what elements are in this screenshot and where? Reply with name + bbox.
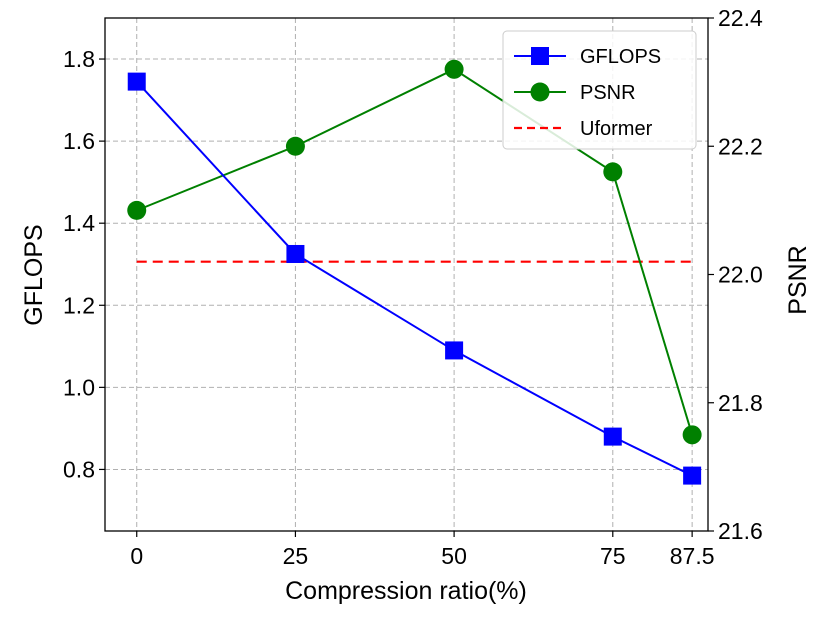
right-y-tick-label: 22.4 bbox=[718, 5, 763, 31]
right-y-tick-label: 22.0 bbox=[718, 262, 763, 288]
psnr-point bbox=[285, 136, 305, 156]
psnr-point bbox=[444, 59, 464, 79]
left-y-tick-label: 1.2 bbox=[63, 292, 95, 318]
x-axis-title: Compression ratio(%) bbox=[285, 577, 527, 605]
x-tick-label: 25 bbox=[283, 543, 309, 569]
legend-box bbox=[502, 30, 697, 150]
right-y-axis-title: PSNR bbox=[784, 245, 812, 314]
x-tick-label: 0 bbox=[130, 543, 143, 569]
left-y-tick-label: 1.8 bbox=[63, 46, 95, 72]
right-y-tick-label: 21.6 bbox=[718, 518, 763, 544]
x-tick-label: 50 bbox=[441, 543, 467, 569]
psnr-point bbox=[603, 162, 623, 182]
legend: GFLOPS PSNR Uformer bbox=[502, 30, 697, 150]
legend-label-uformer: Uformer bbox=[580, 118, 653, 140]
legend-label-gflops: GFLOPS bbox=[580, 46, 661, 68]
psnr-point bbox=[682, 425, 702, 445]
psnr-point bbox=[127, 200, 147, 220]
left-y-tick-label: 1.6 bbox=[63, 128, 95, 154]
gflops-point bbox=[127, 72, 146, 91]
gflops-point bbox=[286, 244, 305, 263]
legend-marker-psnr bbox=[530, 82, 550, 102]
legend-label-psnr: PSNR bbox=[580, 82, 636, 104]
left-y-tick-label: 1.4 bbox=[63, 210, 95, 236]
right-y-tick-label: 22.2 bbox=[718, 133, 763, 159]
x-tick-label: 87.5 bbox=[670, 543, 715, 569]
left-y-axis-title: GFLOPS bbox=[20, 224, 48, 325]
gflops-point bbox=[603, 427, 622, 446]
gflops-point bbox=[683, 466, 702, 485]
left-y-tick-label: 1.0 bbox=[63, 374, 95, 400]
gflops-point bbox=[445, 341, 464, 360]
left-y-tick-label: 0.8 bbox=[63, 456, 95, 482]
right-y-tick-label: 21.8 bbox=[718, 390, 763, 416]
x-tick-label: 75 bbox=[600, 543, 626, 569]
legend-marker-gflops bbox=[531, 47, 549, 65]
